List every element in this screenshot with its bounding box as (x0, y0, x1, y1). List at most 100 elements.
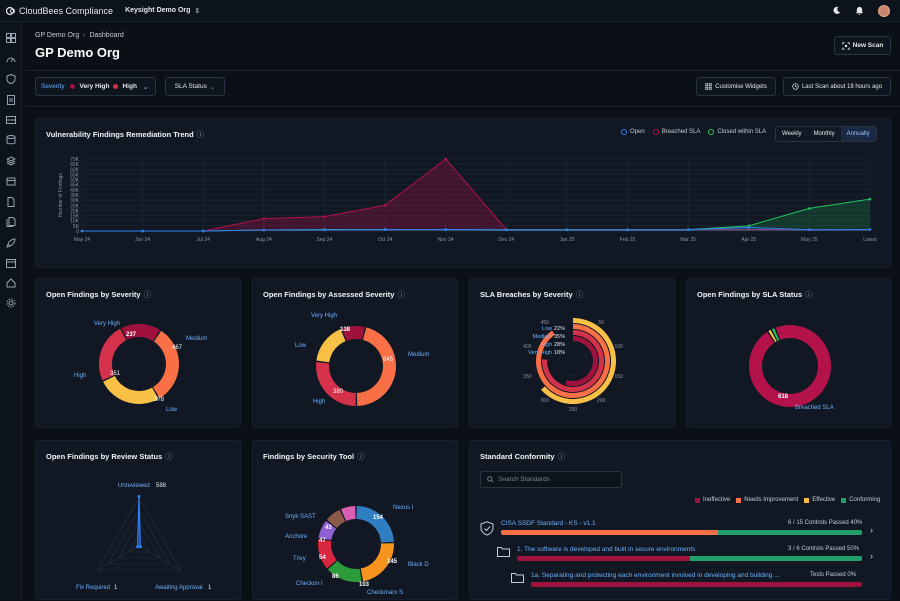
standard-section-1[interactable]: 1. The software is developed and built i… (517, 546, 696, 553)
package-icon[interactable] (6, 176, 16, 186)
slice-very-high[interactable] (121, 324, 160, 341)
sla-row-percent: 18% (554, 350, 565, 356)
database-icon[interactable] (6, 135, 16, 145)
gauge-icon[interactable] (6, 54, 16, 64)
slice-trivy[interactable] (318, 520, 337, 541)
breadcrumb-org[interactable]: GP Demo Org (35, 32, 80, 39)
y-tick-label: 45K (70, 183, 80, 189)
gear-icon[interactable] (6, 298, 16, 308)
slice-low[interactable] (316, 329, 346, 363)
radial-tick-label: 150 (614, 374, 623, 380)
radial-tick-label: 450 (541, 320, 550, 326)
breadcrumb-page[interactable]: Dashboard (89, 32, 124, 39)
series-open-point (383, 228, 387, 231)
standard-conformity-title: Standard Conformity ⓘ (480, 452, 566, 461)
series-closed-area (82, 199, 870, 231)
info-icon[interactable]: ⓘ (357, 452, 365, 461)
awaiting-approval-value: 1 (208, 585, 212, 591)
home-icon[interactable] (6, 278, 16, 288)
info-icon[interactable]: ⓘ (143, 290, 152, 299)
nexus-label: Nexus I (393, 505, 414, 511)
sla-bar-low[interactable] (541, 318, 616, 404)
shield-icon[interactable] (6, 74, 16, 84)
severity-filter[interactable]: Severity Very High High ⌄ (35, 77, 156, 96)
brand-logo[interactable]: CloudBees Compliance (6, 6, 113, 16)
slice-high[interactable] (316, 362, 356, 406)
info-icon[interactable]: ⓘ (575, 290, 584, 299)
standard-section-1-progress (517, 556, 862, 561)
sla-row-percent: 28% (554, 342, 565, 348)
radial-tick-label: 350 (523, 374, 532, 380)
customise-widgets-button[interactable]: Customise Widgets (696, 77, 776, 96)
y-axis-label: Number of Findings (58, 173, 64, 217)
series-open-point (505, 228, 508, 232)
fix-required-label: Fix Required (76, 585, 110, 591)
legend-closed[interactable]: Closed within SLA (708, 129, 766, 135)
moon-icon[interactable] (832, 6, 841, 15)
sla-bar-very-high[interactable] (565, 336, 598, 386)
slice-black-d[interactable] (360, 543, 394, 582)
info-icon[interactable]: ⓘ (805, 290, 813, 299)
radar-grid (117, 521, 161, 559)
slice-high[interactable] (99, 328, 127, 381)
standard-cisa-ssdf[interactable]: CISA SSDF Standard - KS - v1.1 (501, 520, 596, 527)
circle-icon (621, 129, 627, 135)
chevron-right-icon[interactable]: › (870, 551, 873, 561)
documents-icon[interactable] (6, 217, 16, 227)
org-switcher[interactable]: Keysight Demo Org ⇕ (125, 7, 200, 15)
tab-annually[interactable]: Annually (840, 127, 876, 141)
donut-segments (316, 326, 396, 406)
nexus-value: 154 (373, 515, 384, 521)
chevron-right-icon[interactable]: › (870, 525, 873, 535)
very-high-label: Very High (311, 313, 337, 319)
slice-medium[interactable] (153, 330, 179, 399)
slice-anchore[interactable] (326, 509, 346, 528)
last-scan-button[interactable]: Last Scan about 18 hours ago (783, 77, 891, 96)
y-tick-label: 15K (70, 214, 80, 220)
inbox-icon[interactable] (6, 115, 16, 125)
slice-other-b[interactable] (771, 328, 780, 341)
slice-low[interactable] (103, 375, 159, 404)
radial-tick-label: 200 (597, 398, 606, 404)
slice-snyk-sast[interactable] (340, 506, 356, 522)
slice-checkov-i[interactable] (318, 539, 337, 569)
donut-segments (99, 324, 179, 404)
high-label: High (74, 373, 86, 379)
rocket-icon[interactable] (6, 238, 16, 248)
legend-open[interactable]: Open (621, 129, 645, 135)
dashboard-icon[interactable] (6, 33, 16, 43)
calendar-icon[interactable] (6, 258, 16, 268)
document-icon[interactable] (6, 197, 16, 207)
bell-icon[interactable] (855, 6, 864, 15)
tab-monthly[interactable]: Monthly (813, 131, 835, 137)
very-high-label: Very High (94, 321, 120, 327)
user-avatar[interactable] (878, 4, 890, 17)
slice-checkmarx-s[interactable] (327, 560, 362, 582)
slice-breached-sla[interactable] (749, 325, 831, 407)
very-high-chip: Very High (79, 83, 110, 90)
layers-icon[interactable] (6, 156, 16, 166)
y-tick-label: 20K (70, 208, 80, 214)
info-icon[interactable]: ⓘ (165, 452, 173, 461)
new-scan-button[interactable]: New Scan (834, 36, 891, 55)
info-icon[interactable]: ⓘ (397, 290, 405, 299)
report-icon[interactable] (6, 95, 16, 105)
series-open-point (201, 229, 205, 233)
unreviewed-value: 588 (156, 483, 167, 489)
sla-status-filter[interactable]: SLA Status ⌄ (165, 77, 225, 96)
search-standards-input[interactable]: Search Standards (480, 471, 622, 488)
series-breached-area (82, 159, 870, 231)
tab-weekly[interactable]: Weekly (782, 131, 802, 137)
slice-other-a[interactable] (768, 329, 777, 343)
standard-section-1a[interactable]: 1a. Separating and protecting each envir… (531, 572, 780, 579)
slice-nexus-i[interactable] (356, 506, 394, 543)
info-icon[interactable]: ⓘ (196, 130, 205, 139)
y-tick-label: 10K (70, 219, 80, 225)
info-icon[interactable]: ⓘ (557, 452, 566, 461)
slice-medium[interactable] (356, 327, 396, 406)
sidebar (0, 22, 22, 600)
medium-value: 645 (383, 357, 394, 363)
breadcrumb-separator-icon: › (83, 32, 86, 39)
slice-very-high[interactable] (342, 326, 365, 341)
legend-breached[interactable]: Breached SLA (652, 129, 700, 135)
